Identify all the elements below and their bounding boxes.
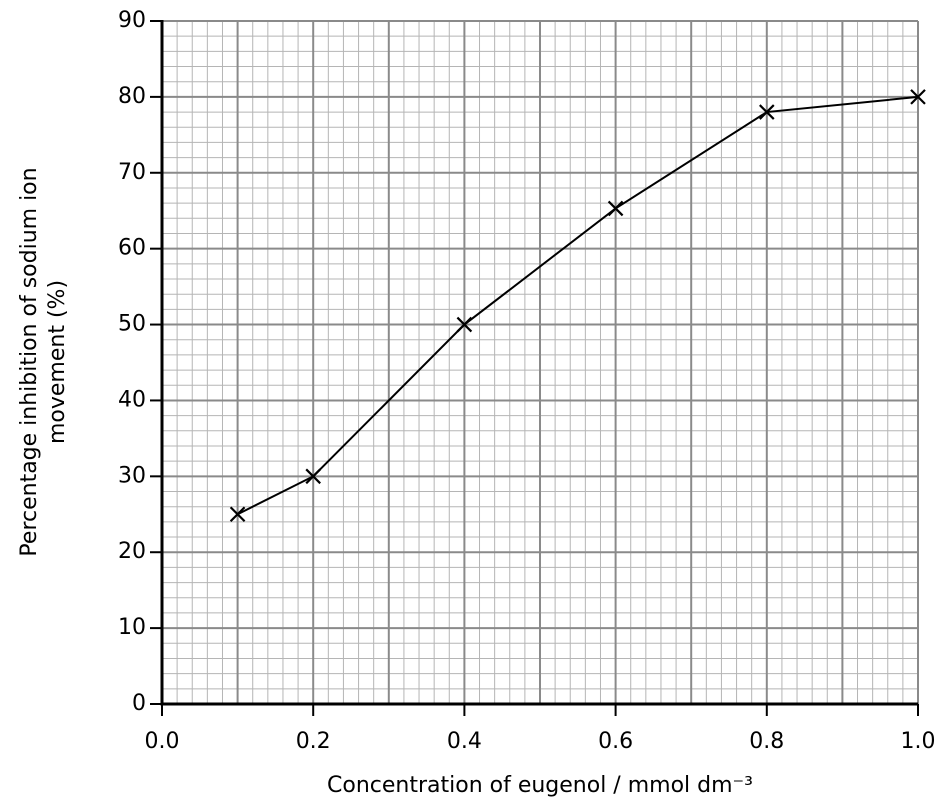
y-tick-label: 0 (132, 691, 146, 716)
y-tick-label: 70 (118, 160, 146, 185)
x-tick-label: 1.0 (901, 729, 936, 754)
y-tick-label: 80 (118, 84, 146, 109)
y-tick-label: 10 (118, 615, 146, 640)
x-tick-label: 0.2 (296, 729, 331, 754)
x-tick-label: 0.8 (749, 729, 784, 754)
y-tick-label: 30 (118, 463, 146, 488)
grid (161, 20, 919, 705)
y-tick-label: 20 (118, 539, 146, 564)
y-axis-label-line: movement (%) (45, 280, 70, 444)
y-tick-label: 40 (118, 387, 146, 412)
y-tick-label: 60 (118, 236, 146, 261)
x-tick-label: 0.4 (447, 729, 482, 754)
x-tick-label: 0.6 (598, 729, 633, 754)
x-tick-label: 0.0 (145, 729, 180, 754)
marker (607, 200, 624, 217)
plot (229, 89, 926, 523)
marker (229, 506, 246, 523)
line (237, 95, 919, 516)
marker (910, 89, 926, 105)
y-tick-label: 90 (118, 8, 146, 33)
y-tick-label: 50 (118, 312, 146, 337)
marker (456, 316, 473, 333)
marker (305, 468, 321, 485)
marker (759, 104, 775, 120)
y-axis-label-line: Percentage inhibition of sodium ion (17, 167, 42, 556)
y-axis-label: Percentage inhibition of sodium ion move… (17, 167, 70, 556)
x-axis-label: Concentration of eugenol / mmol dm⁻³ (327, 773, 753, 798)
